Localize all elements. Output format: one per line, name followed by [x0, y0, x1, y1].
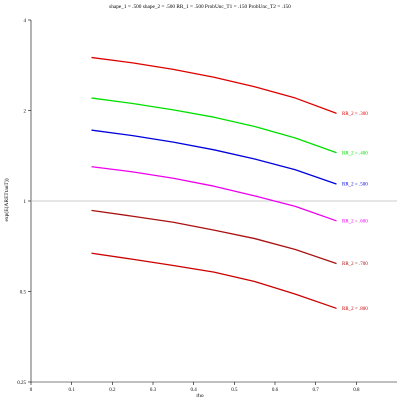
y-tick-label: 1 [24, 200, 27, 205]
series-label-group: RR_2 = .300 RR_2 = .400 RR_2 = .500 RR_2 = … [342, 112, 368, 312]
series-line [91, 97, 337, 154]
series-label: RR_2 = .800 [342, 307, 368, 312]
x-tick-label: 0.5 [231, 388, 238, 393]
y-tick-label: 0.25 [17, 381, 26, 386]
x-tick-label: 0 [30, 388, 33, 393]
chart-title: shape_1 = .500 shape_2 = .500 RR_1 = .50… [109, 4, 291, 10]
series-label: RR_2 = .500 [342, 183, 368, 188]
x-tick-label: 0.2 [109, 388, 116, 393]
series-label: RR_2 = .400 [342, 151, 368, 156]
series-line [91, 166, 337, 222]
series-label: RR_2 = .600 [342, 219, 368, 224]
y-tick-label: 2 [24, 109, 27, 114]
x-tick-label: 0.3 [150, 388, 157, 393]
series-group [91, 56, 337, 309]
x-tick-label: 0.7 [313, 388, 320, 393]
y-tick-label: 0.5 [20, 290, 27, 295]
series-line [91, 209, 337, 265]
y-tick-label: 4 [24, 19, 27, 24]
series-line [91, 252, 337, 309]
x-tick-label: 0.6 [272, 388, 279, 393]
series-label: RR_2 = .700 [342, 262, 368, 267]
y-tick-group: 0.25 0.5 1 2 4 [17, 19, 31, 386]
x-tick-group: 0 0.1 0.2 0.3 0.4 0.5 0.6 0.7 0.8 [30, 382, 360, 393]
x-tick-label: 0.1 [69, 388, 76, 393]
series-label: RR_2 = .300 [342, 112, 368, 117]
x-tick-label: 0.4 [191, 388, 198, 393]
x-tick-label: 0.8 [353, 388, 360, 393]
series-line [91, 56, 337, 114]
series-line [91, 129, 337, 185]
y-axis-label: exp(E(ARETtauT)) [3, 178, 10, 221]
x-axis-label: rho [196, 393, 204, 399]
